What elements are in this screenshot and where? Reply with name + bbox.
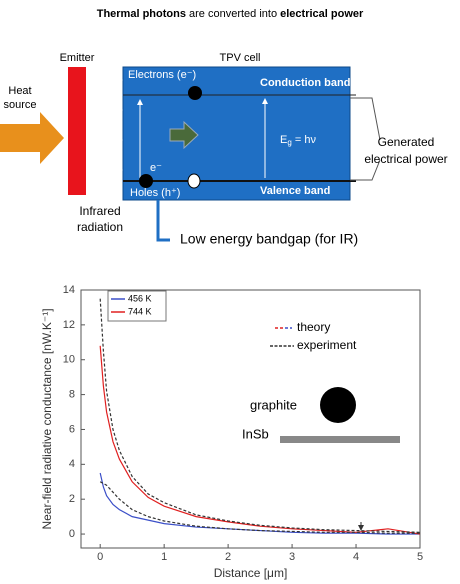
electrons-label: Electrons (e⁻)	[128, 69, 196, 81]
ir-label: Infrared	[79, 204, 120, 218]
y-axis-label: Near-field radiative conductance [nW.K⁻¹…	[40, 308, 54, 529]
y-tick-label: 4	[69, 458, 75, 470]
series-line	[99, 298, 421, 533]
plot-frame	[80, 289, 421, 549]
emitter	[68, 67, 86, 195]
holes-label: Holes (h⁺)	[130, 187, 180, 199]
x-tick-label: 5	[417, 551, 423, 563]
series-line	[99, 481, 420, 534]
x-tick-label: 1	[161, 551, 167, 563]
bracket	[156, 200, 170, 242]
lead	[350, 159, 381, 181]
legend-label: 456 K	[128, 293, 152, 303]
y-tick-label: 10	[63, 354, 75, 366]
tpv-cell	[122, 66, 351, 201]
legend-box	[107, 290, 167, 322]
insb-slab	[280, 436, 400, 443]
y-tick-label: 8	[69, 389, 75, 401]
heat-arrow	[0, 112, 64, 164]
y-tick-label: 6	[69, 423, 75, 435]
x-tick-label: 3	[289, 551, 295, 563]
heat-label: source	[3, 99, 36, 111]
power-label: Generated	[378, 135, 435, 149]
x-tick-label: 2	[225, 551, 231, 563]
x-tick-label: 4	[353, 551, 359, 563]
bandgap-note: Low energy bandgap (for IR)	[180, 231, 358, 247]
y-tick-label: 0	[69, 528, 75, 540]
cb-label: Conduction band	[260, 77, 350, 89]
ir-label: radiation	[77, 220, 123, 234]
experiment-label: experiment	[297, 338, 357, 352]
e-label: e⁻	[150, 162, 162, 174]
x-tick-label: 0	[97, 551, 103, 563]
vb-label: Valence band	[260, 185, 330, 197]
diagram-title: Thermal photons are converted into elect…	[97, 8, 364, 20]
legend-label: 744 K	[128, 306, 152, 316]
ir-arrows	[90, 77, 123, 173]
x-axis-label: Distance [μm]	[214, 566, 288, 580]
photon-arrow	[169, 120, 199, 150]
gap-label: Eg = hν	[280, 134, 316, 147]
series-line	[99, 345, 421, 535]
power-label: electrical power	[364, 152, 447, 166]
graphite-sphere	[320, 387, 356, 423]
electron	[139, 174, 153, 188]
electron	[188, 86, 202, 100]
insb-label: InSb	[242, 426, 269, 441]
tpv-label: TPV cell	[220, 52, 261, 64]
theory-label: theory	[297, 320, 330, 334]
hole	[187, 173, 201, 189]
series-line	[99, 472, 420, 535]
lead	[350, 97, 381, 141]
emitter-label: Emitter	[60, 52, 95, 64]
y-tick-label: 2	[69, 493, 75, 505]
heat-label: Heat	[8, 85, 31, 97]
y-tick-label: 14	[63, 284, 75, 296]
y-tick-label: 12	[63, 319, 75, 331]
graphite-label: graphite	[250, 397, 297, 412]
